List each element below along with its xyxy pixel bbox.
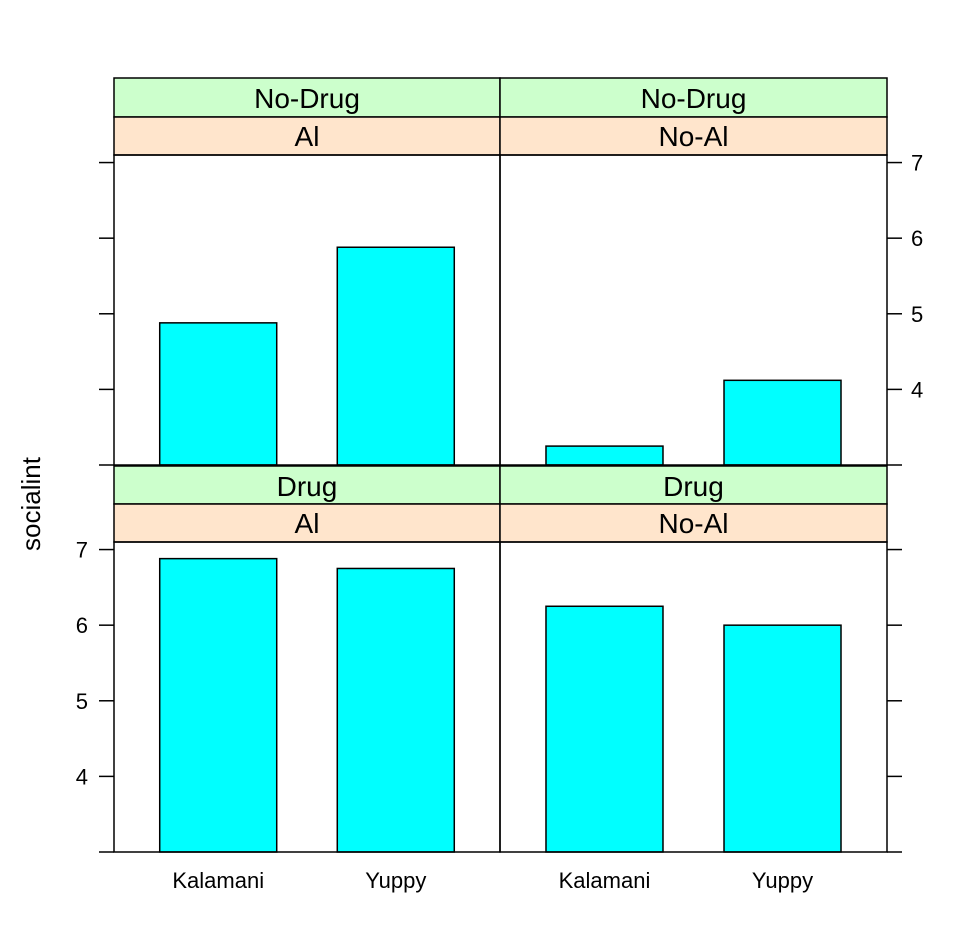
strip-outer-bg <box>113 465 501 505</box>
strip-inner-label: No-Al <box>658 508 728 539</box>
strip-inner-bg <box>499 503 888 543</box>
y-tick-label: 6 <box>911 226 923 251</box>
strip-inner-label: No-Al <box>658 121 728 152</box>
strip-outer-bg <box>499 77 888 118</box>
strip-inner-label: Al <box>295 121 320 152</box>
panel-border <box>499 541 888 853</box>
y-tick-label: 4 <box>911 377 923 402</box>
strip-outer-bg <box>499 465 888 505</box>
y-tick-label: 5 <box>911 302 923 327</box>
strip-inner-bg <box>113 503 501 543</box>
bar-kalamani <box>158 557 278 853</box>
strip-inner-bg <box>113 116 501 156</box>
x-tick-label: Kalamani <box>559 868 651 893</box>
y-tick-label: 4 <box>76 764 88 789</box>
strip-inner-bg <box>499 116 888 156</box>
strip-outer-label: No-Drug <box>641 83 747 114</box>
y-tick-label: 7 <box>76 538 88 563</box>
x-tick-label: Yuppy <box>365 868 426 893</box>
strip-outer-bg <box>113 77 501 118</box>
bar-kalamani <box>545 605 664 853</box>
x-tick-label: Yuppy <box>752 868 813 893</box>
strip-outer-label: Drug <box>663 471 724 502</box>
panel-border <box>499 154 888 466</box>
strip-inner-label: Al <box>295 508 320 539</box>
bar-kalamani <box>545 445 664 466</box>
bar-yuppy <box>336 246 456 466</box>
y-tick-label: 6 <box>76 613 88 638</box>
bar-yuppy <box>723 379 842 466</box>
y-axis-title: socialint <box>16 456 46 551</box>
y-tick-label: 7 <box>911 151 923 176</box>
bar-yuppy <box>336 567 456 853</box>
strip-outer-label: Drug <box>277 471 338 502</box>
y-tick-label: 5 <box>76 689 88 714</box>
bar-kalamani <box>158 322 278 466</box>
bar-yuppy <box>723 624 842 853</box>
x-tick-label: Kalamani <box>172 868 264 893</box>
strip-outer-label: No-Drug <box>254 83 360 114</box>
